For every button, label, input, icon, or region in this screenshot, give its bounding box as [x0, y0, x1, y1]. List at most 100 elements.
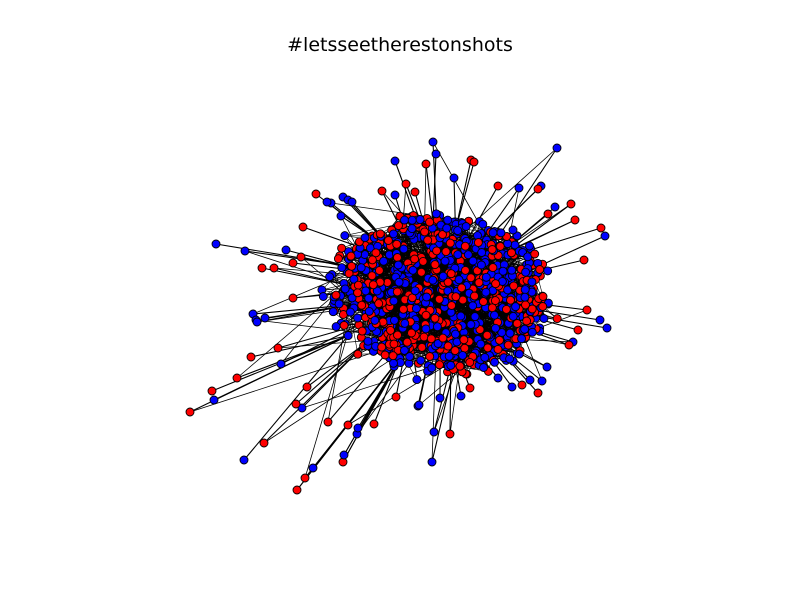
graph-node-red	[507, 248, 516, 258]
graph-node-blue	[345, 307, 355, 317]
graph-node-blue	[432, 322, 442, 332]
graph-node-red	[374, 299, 384, 309]
graph-node-red	[419, 332, 429, 342]
graph-node-red	[377, 342, 387, 352]
graph-node-red	[392, 287, 402, 297]
graph-node-red	[367, 255, 377, 265]
graph-node-red	[465, 383, 475, 393]
graph-node-red	[377, 186, 387, 196]
graph-node-red	[288, 293, 298, 303]
graph-node-red	[393, 330, 402, 340]
graph-node-blue	[481, 272, 491, 282]
graph-node-blue	[435, 393, 445, 403]
graph-node-blue	[451, 329, 460, 339]
graph-node-red	[596, 223, 606, 233]
graph-node-blue	[431, 149, 441, 159]
graph-node-red	[368, 280, 378, 290]
graph-node-red	[512, 319, 522, 328]
graph-node-blue	[318, 292, 328, 301]
graph-node-blue	[493, 373, 503, 383]
graph-node-blue	[339, 450, 349, 460]
graph-node-blue	[444, 351, 454, 361]
graph-edge	[465, 185, 499, 242]
graph-node-red	[353, 349, 363, 359]
graph-node-red	[207, 386, 217, 396]
graph-node-red	[573, 325, 583, 335]
graph-node-red	[483, 343, 493, 353]
graph-node-blue	[322, 197, 332, 207]
graph-node-blue	[389, 358, 398, 368]
graph-node-red	[493, 181, 503, 191]
graph-node-blue	[325, 272, 335, 282]
graph-node-blue	[347, 197, 357, 207]
graph-node-blue	[438, 271, 448, 281]
graph-edge	[449, 365, 452, 435]
graph-node-red	[331, 290, 341, 300]
graph-node-red	[398, 304, 408, 314]
graph-node-red	[470, 291, 479, 301]
graph-node-red	[564, 340, 574, 350]
graph-node-red	[533, 184, 543, 194]
graph-edge	[497, 213, 549, 256]
graph-node-blue	[389, 229, 398, 239]
graph-node-blue	[481, 287, 491, 297]
graph-node-blue	[520, 292, 530, 302]
graph-node-red	[392, 253, 402, 262]
graph-node-blue	[490, 357, 500, 367]
graph-node-blue	[520, 324, 530, 334]
graph-node-red	[459, 335, 469, 345]
graph-node-blue	[525, 375, 535, 385]
graph-node-red	[391, 392, 401, 402]
graph-node-blue	[276, 359, 286, 369]
graph-node-red	[446, 269, 456, 279]
graph-node-red	[538, 292, 548, 301]
graph-node-blue	[595, 315, 605, 325]
graph-edge	[500, 147, 558, 234]
graph-node-red	[530, 249, 540, 259]
graph-node-blue	[239, 455, 249, 465]
graph-node-red	[296, 252, 306, 262]
graph-node-blue	[505, 354, 515, 364]
graph-node-red	[438, 333, 448, 343]
graph-node-blue	[399, 244, 409, 254]
graph-node-blue	[427, 363, 437, 373]
graph-node-blue	[308, 463, 318, 473]
graph-node-blue	[458, 350, 468, 360]
graph-node-blue	[507, 265, 517, 275]
graph-node-blue	[539, 314, 549, 323]
graph-node-blue	[508, 225, 518, 235]
graph-node-blue	[393, 260, 403, 270]
graph-node-red	[460, 241, 470, 251]
graph-node-blue	[370, 315, 380, 325]
graph-node-blue	[507, 382, 517, 392]
graph-edge	[252, 273, 350, 315]
graph-node-blue	[281, 245, 291, 255]
graph-node-blue	[508, 311, 518, 321]
graph-node-blue	[453, 250, 463, 260]
graph-node-blue	[427, 457, 437, 467]
graph-node-red	[582, 305, 592, 315]
graph-node-red	[185, 407, 195, 417]
graph-edge	[492, 188, 539, 234]
graph-edge	[306, 340, 369, 388]
graph-node-blue	[336, 211, 346, 221]
graph-node-red	[543, 209, 553, 219]
graph-node-blue	[446, 360, 456, 370]
graph-node-red	[418, 256, 428, 266]
graph-edge	[280, 324, 360, 365]
graph-node-red	[473, 238, 483, 247]
graph-node-blue	[527, 327, 537, 337]
graph-node-red	[455, 361, 465, 371]
graph-node-blue	[211, 239, 221, 249]
graph-node-red	[506, 295, 515, 305]
graph-node-blue	[415, 215, 425, 225]
graph-node-red	[570, 215, 580, 225]
graph-title: #letsseetherestonshots	[287, 34, 513, 56]
graph-node-blue	[517, 334, 527, 344]
graph-edge	[356, 363, 410, 435]
graph-node-red	[495, 335, 504, 345]
graph-node-red	[257, 263, 267, 273]
graph-node-red	[487, 245, 497, 254]
graph-node-red	[343, 420, 353, 430]
graph-node-blue	[337, 263, 347, 273]
